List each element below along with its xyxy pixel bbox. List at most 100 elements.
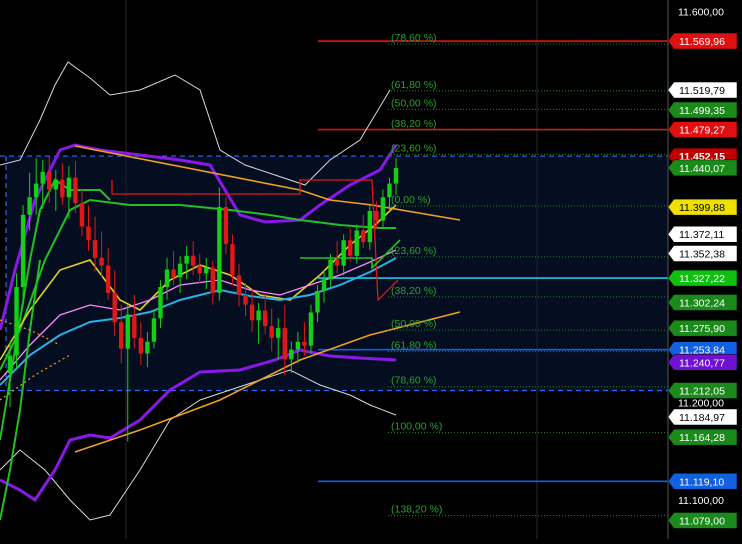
candle-body-24 — [164, 269, 170, 288]
green-long-ma — [0, 198, 396, 371]
fibonacci-labels: (78,60 %) (61,80 %) (50,00 %) (38,20 %) (23,… — [388, 32, 668, 517]
candle-body-43 — [289, 349, 294, 360]
candle-body-33 — [223, 207, 229, 245]
price-tag-label-10: 11.302,24 — [679, 297, 725, 309]
candle-body-39 — [262, 310, 268, 327]
candle-body-22 — [151, 318, 157, 342]
candle-body-40 — [269, 326, 274, 338]
fib-label-2: (50,00 %) — [391, 97, 437, 109]
candle-body-34 — [230, 244, 235, 276]
price-tag-bg-3 — [667, 121, 738, 138]
candle-body-55 — [367, 210, 373, 243]
candle-body-30 — [204, 267, 209, 274]
candles — [7, 156, 399, 442]
fib-label-7: (38,20 %) — [391, 285, 437, 297]
price-tag-label-1: 11.519,79 — [679, 85, 725, 97]
fib-label-0: (78,60 %) — [391, 32, 437, 44]
red-stop-line — [111, 179, 399, 302]
orange-dotted-left — [0, 319, 61, 346]
candle-body-38 — [256, 310, 261, 321]
candle-body-13 — [92, 240, 98, 258]
candle-body-28 — [190, 255, 196, 266]
price-tag-label-15: 11.184,97 — [679, 412, 725, 424]
candle-body-7 — [53, 179, 58, 190]
axis-tick-label-2: 11.100,00 — [678, 495, 724, 507]
price-tag-label-7: 11.372,11 — [679, 229, 724, 241]
candle-body-52 — [348, 240, 353, 256]
fib-label-10: (78,60 %) — [391, 375, 437, 387]
candle-body-20 — [138, 337, 144, 354]
price-tag-bg-14 — [667, 382, 738, 399]
price-tag-label-13: 11.240,77 — [679, 357, 725, 369]
candle-body-48 — [321, 279, 327, 291]
candle-body-12 — [86, 226, 91, 241]
candle-body-6 — [47, 171, 52, 190]
candle-body-51 — [341, 240, 346, 266]
candle-body-11 — [79, 203, 85, 227]
fib-label-5: (0,00 %) — [391, 194, 431, 206]
price-tag-bg-2 — [667, 101, 738, 119]
fib-label-4: (23,60 %) — [391, 142, 437, 154]
candle-body-32 — [217, 207, 222, 293]
price-tag-bg-1 — [667, 81, 738, 99]
price-tag-label-11: 11.275,90 — [679, 323, 725, 335]
price-tag-label-6: 11.399,88 — [679, 202, 725, 214]
candle-body-59 — [393, 167, 399, 184]
green-osc-lower — [0, 259, 41, 521]
price-tag-label-3: 11.479,27 — [679, 125, 725, 137]
purple-upper-band — [0, 143, 398, 331]
upper-envelope-line — [0, 61, 391, 186]
price-tag-label-8: 11.352,38 — [679, 249, 725, 261]
candle-body-42 — [282, 328, 287, 360]
indicator-lines — [0, 61, 461, 521]
price-tag-bg-17 — [667, 473, 738, 490]
price-tag-bg-7 — [667, 225, 738, 243]
candle-body-56 — [374, 210, 379, 221]
price-tag-bg-11 — [667, 319, 738, 337]
price-tag-bg-8 — [667, 245, 738, 262]
candle-body-47 — [315, 290, 320, 313]
price-tag-label-5: 11.440,07 — [679, 163, 725, 175]
price-tag-label-17: 11.119,10 — [679, 476, 724, 488]
candle-body-2 — [20, 214, 26, 288]
candle-body-35 — [236, 275, 242, 295]
candle-body-36 — [243, 294, 248, 305]
candle-body-41 — [276, 328, 281, 338]
candle-body-53 — [354, 230, 359, 256]
price-tag-label-12: 11.253,84 — [679, 345, 725, 357]
price-tag-bg-6 — [667, 198, 738, 216]
price-tag-bg-10 — [667, 294, 738, 311]
price-tag-bg-9 — [667, 269, 738, 287]
candle-body-21 — [145, 341, 150, 354]
lower-envelope-line — [0, 369, 397, 521]
candle-body-17 — [119, 322, 124, 349]
candle-body-5 — [40, 171, 45, 184]
candle-body-49 — [328, 259, 333, 280]
orange-trend-lower — [74, 311, 461, 453]
fib-label-3: (38,20 %) — [391, 118, 437, 130]
horizontal-levels — [318, 40, 668, 483]
candle-body-46 — [308, 312, 314, 346]
candle-body-0 — [7, 355, 13, 374]
price-tag-bg-5 — [667, 159, 738, 177]
price-tag-label-18: 11.079,00 — [679, 515, 725, 527]
candle-body-16 — [112, 292, 117, 323]
axis-tick-label-1: 11.200,00 — [678, 397, 724, 409]
candle-body-31 — [210, 267, 216, 293]
candle-body-29 — [197, 265, 202, 274]
fib-label-11: (100,00 %) — [391, 421, 442, 433]
fib-label-9: (61,80 %) — [391, 340, 437, 352]
candle-body-45 — [302, 341, 307, 346]
candle-body-44 — [295, 341, 301, 350]
candle-body-8 — [60, 179, 65, 198]
candle-body-19 — [132, 314, 137, 338]
fib-label-8: (50,00 %) — [391, 318, 437, 330]
candle-body-25 — [171, 269, 176, 278]
candle-body-1 — [14, 287, 19, 356]
price-tag-bg-0 — [667, 32, 738, 50]
axis-tick-label-0: 11.600,00 — [678, 7, 724, 19]
price-tag-label-16: 11.164,28 — [679, 432, 725, 444]
candle-body-4 — [33, 183, 39, 198]
candle-body-18 — [125, 314, 130, 349]
